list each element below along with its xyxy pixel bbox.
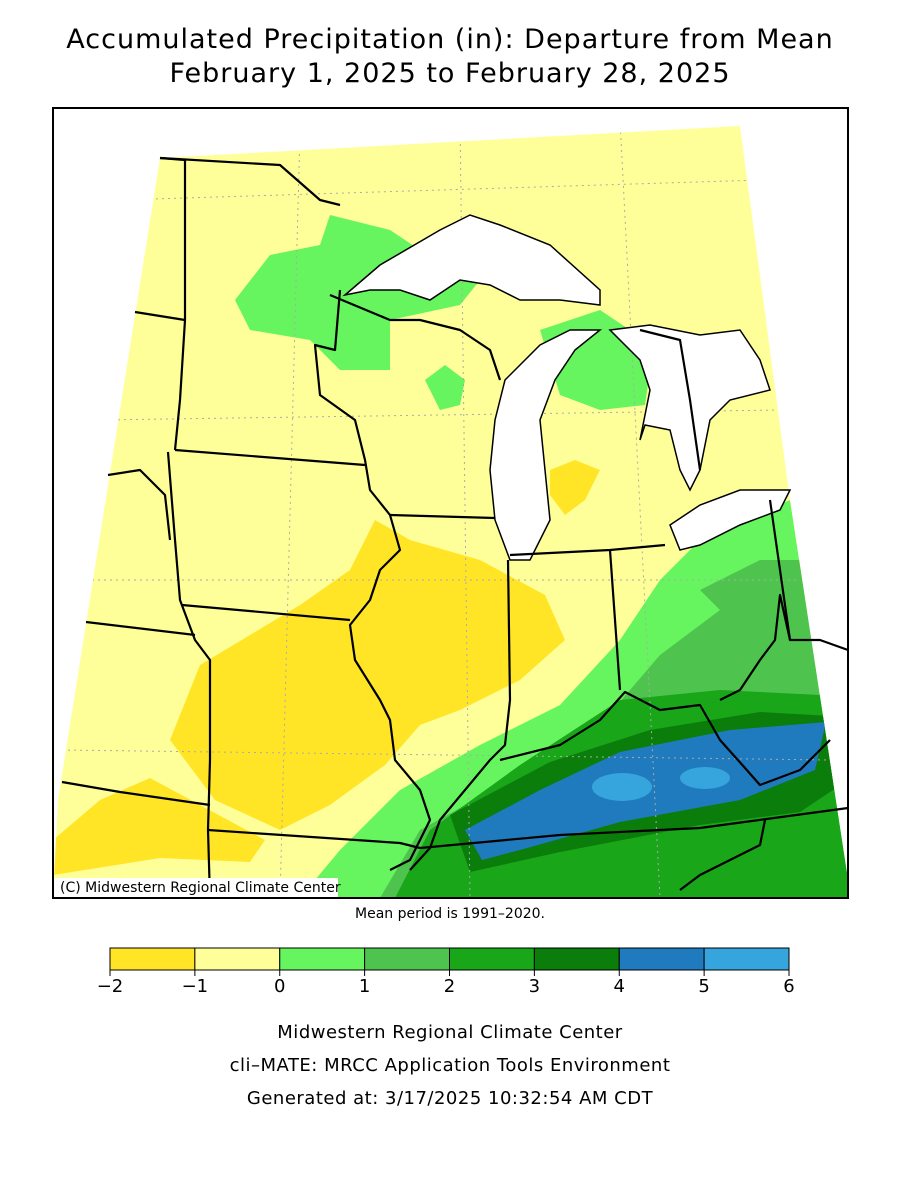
subtitle: February 1, 2025 to February 28, 2025 (169, 58, 730, 89)
title: Accumulated Precipitation (in): Departur… (66, 24, 833, 55)
footer-line: Generated at: 3/17/2025 10:32:54 AM CDT (247, 1088, 654, 1109)
tick-label: 4 (614, 976, 625, 997)
tick-label: 1 (359, 976, 370, 997)
tick-label: −2 (97, 976, 124, 997)
credit: (C) Midwestern Regional Climate Center (60, 880, 341, 896)
color-box (364, 947, 450, 971)
colorbar: −2 −1 0 1 2 3 4 5 6 (97, 947, 795, 997)
tick-label: 3 (529, 976, 540, 997)
credit-box (54, 878, 338, 897)
map: (C) Midwestern Regional Climate Center M… (52, 107, 849, 922)
note: Mean period is 1991–2020. (355, 906, 545, 922)
tick-label: 5 (698, 976, 709, 997)
color-box (533, 947, 620, 971)
state-lines (61, 156, 849, 899)
color-box (449, 947, 535, 971)
map-frame (52, 107, 849, 899)
tick-label: −1 (182, 976, 209, 997)
tick-label: 6 (783, 976, 794, 997)
color-box (703, 947, 790, 971)
tick-label: 0 (274, 976, 285, 997)
tick-label: 2 (444, 976, 455, 997)
color-box (109, 947, 196, 971)
color-box (194, 947, 281, 971)
footer-line: Midwestern Regional Climate Center (277, 1022, 623, 1043)
footer-line: cli–MATE: MRCC Application Tools Environ… (230, 1055, 671, 1076)
color-box (618, 947, 705, 971)
color-box (279, 947, 366, 971)
